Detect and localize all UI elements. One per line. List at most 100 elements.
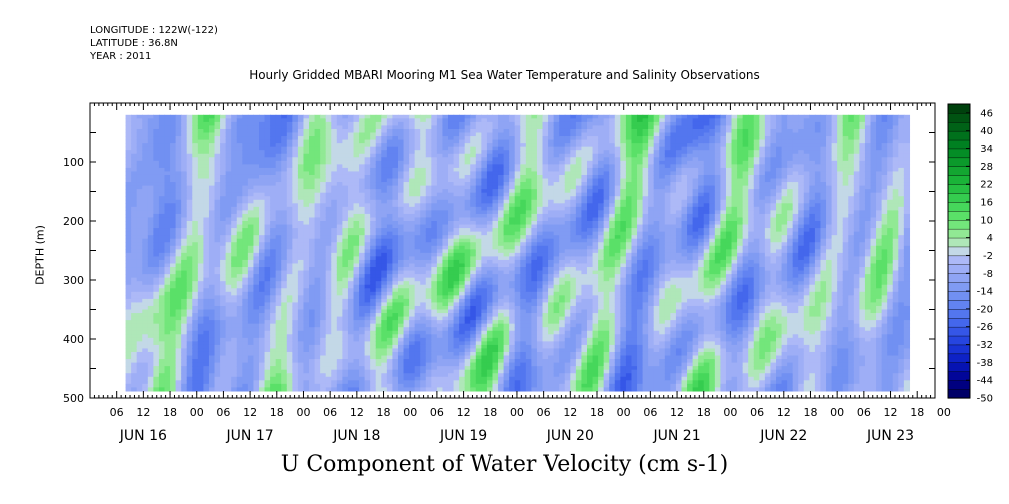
heatmap-cell <box>264 114 271 119</box>
heatmap-cell <box>420 359 427 364</box>
heatmap-cell <box>303 174 310 180</box>
heatmap-cell <box>286 270 293 275</box>
heatmap-cell <box>347 228 355 233</box>
heatmap-cell <box>247 348 255 353</box>
heatmap-cell <box>197 132 205 137</box>
heatmap-cell <box>142 387 149 392</box>
heatmap-cell <box>270 334 277 339</box>
heatmap-cell <box>325 189 332 194</box>
heatmap-cell <box>203 316 210 321</box>
heatmap-cell <box>464 182 471 187</box>
heatmap-cell <box>242 309 249 314</box>
heatmap-cell <box>397 139 405 144</box>
heatmap-cell <box>403 337 410 342</box>
heatmap-cell <box>264 242 271 247</box>
heatmap-cell <box>309 344 316 350</box>
heatmap-cell <box>142 295 149 300</box>
heatmap-cell <box>386 330 394 335</box>
heatmap-cell <box>420 150 427 155</box>
heatmap-cell <box>364 189 371 194</box>
heatmap-cell <box>320 291 327 296</box>
heatmap-cell <box>470 217 477 222</box>
heatmap-cell <box>442 327 449 332</box>
heatmap-cell <box>336 121 343 127</box>
heatmap-cell <box>320 313 327 318</box>
heatmap-cell <box>436 259 444 265</box>
heatmap-cell <box>325 252 332 257</box>
heatmap-cell <box>242 359 249 364</box>
heatmap-cell <box>459 330 466 335</box>
heatmap-cell <box>370 267 377 272</box>
heatmap-cell <box>270 245 277 250</box>
heatmap-cell <box>170 291 177 296</box>
heatmap-cell <box>142 185 149 190</box>
heatmap-cell <box>270 327 277 332</box>
heatmap-cell <box>314 203 321 208</box>
heatmap-cell <box>125 210 132 215</box>
heatmap-cell <box>425 348 432 353</box>
heatmap-cell <box>375 298 382 304</box>
heatmap-cell <box>386 323 394 328</box>
heatmap-cell <box>192 174 199 180</box>
heatmap-cell <box>320 344 327 350</box>
heatmap-cell <box>320 164 327 169</box>
heatmap-cell <box>236 228 243 233</box>
heatmap-cell <box>420 213 427 219</box>
heatmap-cell <box>164 305 171 311</box>
heatmap-cell <box>459 320 466 325</box>
heatmap-cell <box>314 199 321 204</box>
heatmap-cell <box>158 249 166 254</box>
heatmap-cell <box>414 210 421 215</box>
heatmap-cell <box>164 203 171 208</box>
heatmap-cell <box>131 238 138 243</box>
heatmap-cell <box>136 238 143 243</box>
heatmap-cell <box>314 153 321 158</box>
heatmap-cell <box>275 366 282 371</box>
heatmap-cell <box>386 164 394 169</box>
heatmap-cell <box>264 210 271 215</box>
heatmap-cell <box>331 259 338 265</box>
heatmap-cell <box>203 206 210 211</box>
heatmap-cell <box>325 362 332 367</box>
heatmap-cell <box>314 242 321 247</box>
heatmap-cell <box>325 373 332 378</box>
heatmap-cell <box>475 383 482 388</box>
heatmap-cell <box>403 316 410 321</box>
heatmap-cell <box>259 249 266 254</box>
heatmap-cell <box>275 132 282 137</box>
heatmap-cell <box>470 153 477 158</box>
heatmap-cell <box>448 203 455 208</box>
heatmap-cell <box>253 270 260 275</box>
heatmap-cell <box>136 277 143 282</box>
heatmap-cell <box>181 355 188 360</box>
heatmap-cell <box>453 323 460 328</box>
heatmap-cell <box>392 259 399 265</box>
heatmap-cell <box>453 221 460 226</box>
heatmap-cell <box>309 242 316 247</box>
heatmap-cell <box>347 337 355 342</box>
heatmap-cell <box>448 146 455 151</box>
heatmap-cell <box>314 118 321 123</box>
heatmap-cell <box>448 330 455 335</box>
heatmap-cell <box>431 146 438 151</box>
heatmap-cell <box>375 291 382 296</box>
heatmap-cell <box>303 206 310 211</box>
heatmap-cell <box>314 146 321 151</box>
heatmap-cell <box>320 256 327 261</box>
heatmap-cell <box>208 320 216 325</box>
heatmap-cell <box>436 174 444 180</box>
heatmap-cell <box>347 206 355 211</box>
heatmap-cell <box>264 132 271 137</box>
heatmap-cell <box>147 362 154 367</box>
heatmap-cell <box>414 228 421 233</box>
heatmap-cell <box>214 235 221 240</box>
heatmap-cell <box>403 348 410 353</box>
heatmap-cell <box>325 164 332 169</box>
heatmap-cell <box>364 316 371 321</box>
heatmap-cell <box>208 330 216 335</box>
heatmap-cell <box>442 185 449 190</box>
heatmap-cell <box>309 267 316 272</box>
heatmap-cell <box>170 203 177 208</box>
heatmap-cell <box>470 376 477 381</box>
heatmap-cell <box>197 323 205 328</box>
